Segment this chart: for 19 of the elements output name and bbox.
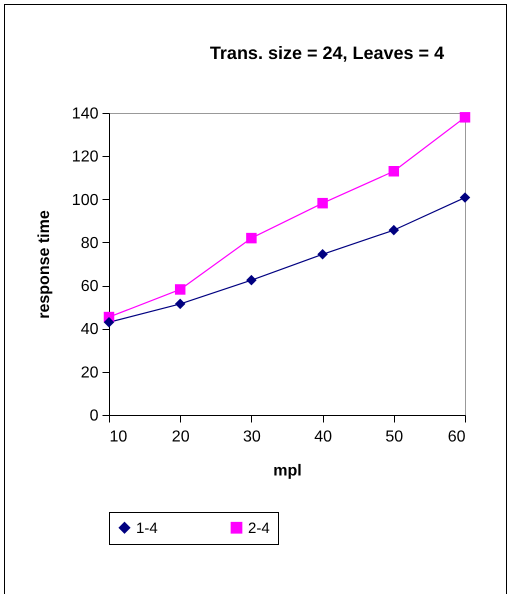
y-tick-label: 0 xyxy=(90,408,99,424)
y-tick-label: 120 xyxy=(72,148,99,166)
x-tick-label: 30 xyxy=(243,428,261,446)
y-tick-label: 140 xyxy=(72,106,99,122)
y-tick-label: 60 xyxy=(80,278,99,296)
y-tick-label: 40 xyxy=(80,321,99,338)
y-tick-label: 20 xyxy=(80,364,99,382)
x-tick-label: 40 xyxy=(314,428,332,446)
x-tick-label: 20 xyxy=(172,428,190,446)
chart-title: Trans. size = 24, Leaves = 4 xyxy=(210,43,444,63)
x-tick-label: 50 xyxy=(385,428,404,446)
y-tick-label: 100 xyxy=(72,192,99,209)
x-axis-title: mpl xyxy=(273,462,302,480)
y-axis-title: response time xyxy=(36,210,53,319)
x-tick-label: 10 xyxy=(110,428,128,446)
legend-label: 1-4 xyxy=(136,520,158,537)
x-tick-label: 60 xyxy=(448,428,466,446)
legend-label: 2-4 xyxy=(248,520,270,537)
y-tick-label: 80 xyxy=(80,234,99,252)
